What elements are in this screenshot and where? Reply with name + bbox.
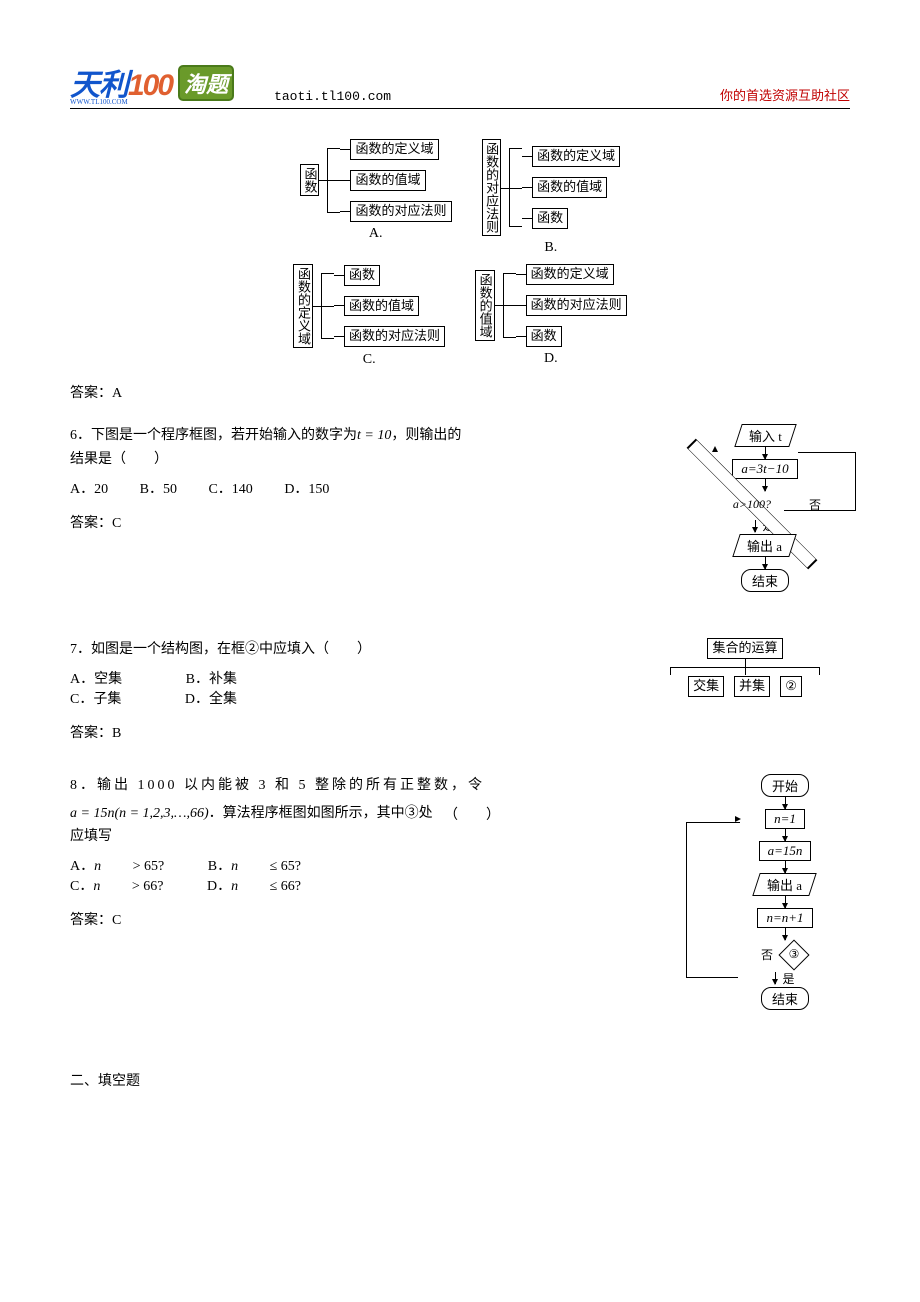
option-A: A．n > 65? bbox=[70, 855, 164, 875]
fc-step: n=n+1 bbox=[757, 908, 812, 928]
q7-leaf: 交集 bbox=[688, 676, 724, 697]
option-C: C．n > 66? bbox=[70, 875, 163, 895]
option-B: B．补集 bbox=[186, 668, 237, 688]
fc-output: 输出 a bbox=[733, 534, 798, 557]
option-C: C．140 bbox=[208, 478, 252, 498]
tree-root: 函数的值域 bbox=[475, 270, 495, 341]
q7-root: 集合的运算 bbox=[707, 638, 782, 659]
q8-flowchart: 开始 n=1 a=15n 输出 a n=n+1 否 ③ 是 结束 bbox=[680, 774, 850, 1010]
fc-decision: ③ bbox=[779, 940, 809, 970]
q8-paren: （ ） bbox=[444, 804, 500, 824]
option-D: D．n ≤ 66? bbox=[207, 875, 301, 895]
q8: 开始 n=1 a=15n 输出 a n=n+1 否 ③ 是 结束 8．输出 10… bbox=[70, 774, 850, 1010]
tree-leaf: 函数的对应法则 bbox=[526, 295, 627, 316]
tree-leaf: 函数的对应法则 bbox=[350, 201, 451, 222]
option-C: C．子集 bbox=[70, 688, 121, 708]
option-label: A. bbox=[369, 226, 383, 242]
option-B: B．n ≤ 65? bbox=[208, 855, 301, 875]
fc-step: a=15n bbox=[759, 841, 812, 861]
q7: 集合的运算 交集 并集 ② 7．如图是一个结构图，在框②中应填入（ ） A．空集… bbox=[70, 638, 850, 764]
option-D: D．全集 bbox=[185, 688, 237, 708]
fc-start: 开始 bbox=[761, 774, 809, 797]
q7-leaf: 并集 bbox=[734, 676, 770, 697]
logo-badge: 淘题 bbox=[178, 65, 234, 101]
tree-root: 函数的对应法则 bbox=[482, 139, 502, 236]
tree-leaf: 函数的值域 bbox=[344, 296, 419, 317]
tree-root: 函数的定义域 bbox=[293, 264, 313, 348]
option-label: C. bbox=[363, 352, 376, 368]
fc-decision: a>100? bbox=[709, 491, 795, 517]
page-header: 天利100 WWW.TL100.COM 淘题 taoti.tl100.com 你… bbox=[70, 60, 850, 109]
q5-diagrams: 函数 函数的定义域 函数的值域 函数的对应法则 A. 函数的对应法则 函数的定义… bbox=[70, 139, 850, 368]
fc-step: a=3t−10 bbox=[732, 459, 797, 479]
q6: 输入 t a=3t−10 a>100? 否 是 输出 a 结束 6．下图是一个程… bbox=[70, 424, 850, 592]
q5-option-C: 函数的定义域 函数 函数的值域 函数的对应法则 C. bbox=[293, 264, 445, 368]
q5-option-D: 函数的值域 函数的定义域 函数的对应法则 函数 D. bbox=[475, 264, 627, 368]
fc-end: 结束 bbox=[761, 987, 809, 1010]
option-A: A．空集 bbox=[70, 668, 122, 688]
option-label: D. bbox=[544, 351, 558, 367]
logo-text: 天利100 WWW.TL100.COM bbox=[70, 60, 172, 106]
logo: 天利100 WWW.TL100.COM 淘题 bbox=[70, 60, 234, 106]
option-A: A．20 bbox=[70, 478, 108, 498]
q7-diagram: 集合的运算 交集 并集 ② bbox=[640, 638, 850, 697]
q5-option-A: 函数 函数的定义域 函数的值域 函数的对应法则 A. bbox=[300, 139, 452, 256]
option-label: B. bbox=[544, 240, 557, 256]
option-D: D．150 bbox=[284, 478, 329, 498]
tree-leaf: 函数的定义域 bbox=[350, 139, 438, 160]
fc-end: 结束 bbox=[741, 569, 789, 592]
q5-option-B: 函数的对应法则 函数的定义域 函数的值域 函数 B. bbox=[482, 139, 621, 256]
tree-leaf: 函数的对应法则 bbox=[344, 326, 445, 347]
fc-step: n=1 bbox=[765, 809, 805, 829]
header-tagline: 你的首选资源互助社区 bbox=[720, 85, 850, 106]
tree-leaf: 函数 bbox=[526, 326, 562, 347]
tree-leaf: 函数的定义域 bbox=[532, 146, 620, 167]
section-2-title: 二、填空题 bbox=[70, 1070, 850, 1090]
tree-leaf: 函数的定义域 bbox=[526, 264, 614, 285]
fc-output: 输出 a bbox=[753, 873, 818, 896]
q7-leaf: ② bbox=[780, 676, 802, 697]
fc-label-no: 否 bbox=[761, 946, 773, 963]
tree-leaf: 函数的值域 bbox=[350, 170, 425, 191]
logo-100: 100 bbox=[128, 69, 172, 102]
tree-leaf: 函数的值域 bbox=[532, 177, 607, 198]
tree-leaf: 函数 bbox=[532, 208, 568, 229]
header-url: taoti.tl100.com bbox=[234, 89, 720, 106]
tree-leaf: 函数 bbox=[344, 265, 380, 286]
fc-label-yes: 是 bbox=[782, 970, 794, 987]
tree-root: 函数 bbox=[300, 164, 320, 196]
q7-answer: 答案：B bbox=[70, 722, 850, 742]
option-B: B．50 bbox=[140, 478, 177, 498]
q6-flowchart: 输入 t a=3t−10 a>100? 否 是 输出 a 结束 bbox=[650, 424, 850, 592]
fc-input: 输入 t bbox=[734, 424, 796, 447]
q5-answer: 答案：A bbox=[70, 382, 850, 402]
